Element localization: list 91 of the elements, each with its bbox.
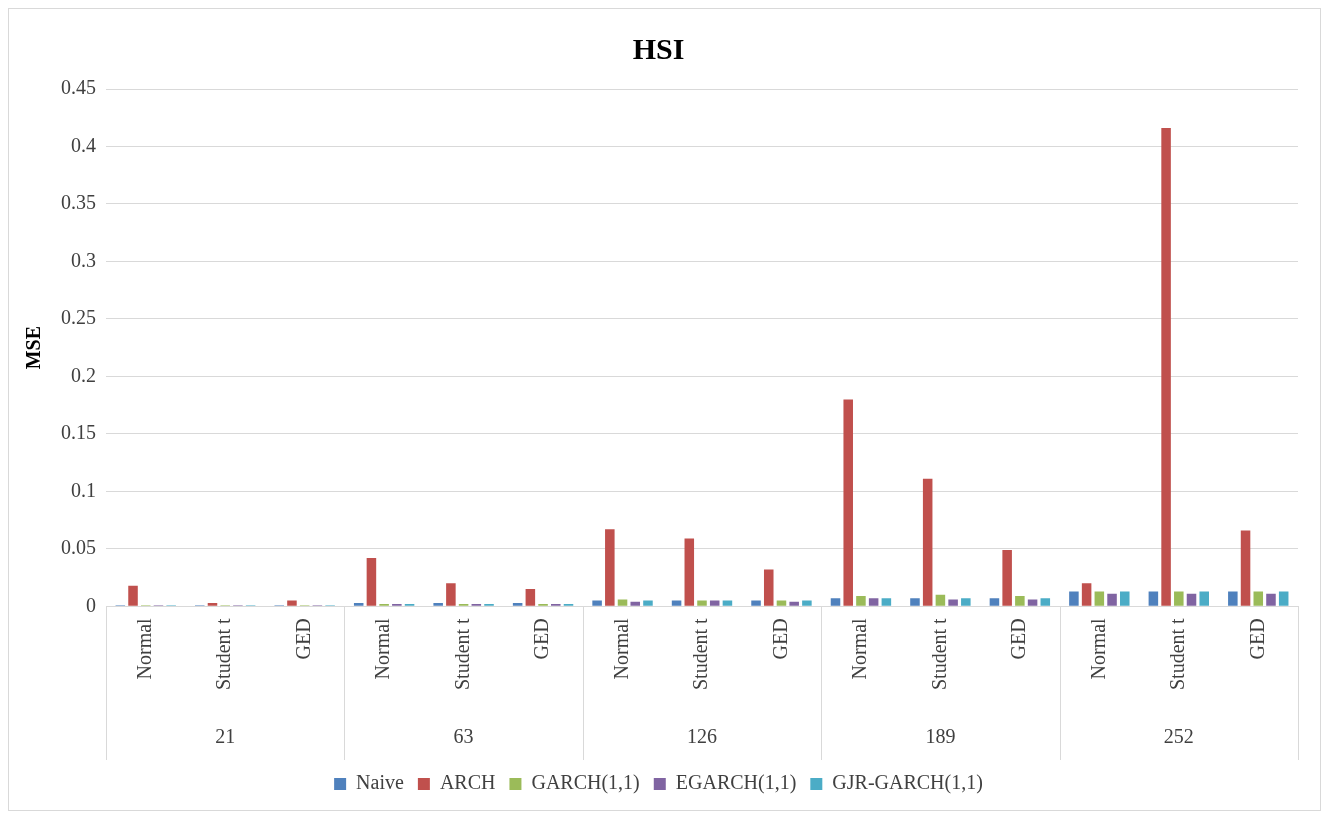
bar [922,478,933,606]
x-tick-label: GED [1245,618,1268,660]
legend-label: GJR-GARCH(1,1) [832,771,983,795]
y-tick-label: 0.15 [61,421,96,444]
bar [802,600,812,606]
bar [1027,599,1038,606]
text: 21 [215,725,236,748]
bar [1094,591,1105,606]
bar [776,600,787,606]
bar [1253,591,1264,606]
bar [1107,593,1117,606]
x-tick-label: Normal [132,617,155,680]
y-tick-label: 0 [86,593,96,616]
bar [1278,591,1289,606]
bar [989,598,1000,606]
x-tick-label: GED [530,618,553,660]
bar [1148,591,1159,606]
bar [366,558,377,606]
bar [1119,591,1130,606]
chart-title: HSI [632,31,685,65]
bar [684,538,695,606]
bar [843,399,853,606]
bar [446,583,456,606]
bar [1040,598,1051,606]
legend-label: Naive [356,771,404,794]
bar [948,599,958,606]
bar [1002,550,1012,606]
bar [207,602,218,606]
y-tick-label: 0.45 [61,76,96,99]
bar [856,595,866,606]
x-tick-label: Student t [212,617,235,690]
x-tick-label: Normal [1086,617,1109,680]
bar [868,598,879,606]
bar [433,602,443,606]
bar [630,601,641,606]
bar [763,569,774,606]
bar [617,599,628,606]
bar [671,600,682,606]
y-tick-label: 0.4 [71,133,96,156]
x-tick-label: Normal [609,617,632,680]
bar [1161,128,1171,606]
bar [722,600,733,606]
bar [1069,591,1079,606]
bar [353,602,364,606]
y-tick-label: 0.25 [61,306,96,329]
x-tick-label: GED [1007,618,1030,660]
bar [789,601,799,606]
x-tick-label: Student t [450,617,473,690]
bar [935,594,946,606]
legend-label: GARCH(1,1) [531,771,640,795]
bar [525,589,536,606]
bar [1015,595,1025,606]
y-tick-label: 0.35 [61,191,96,214]
bar [910,598,920,606]
text: 126 [687,725,717,748]
bar [128,585,138,606]
bar [512,602,523,606]
legend-label: ARCH [439,771,496,794]
bar [709,600,720,606]
x-tick-label: Student t [689,617,712,690]
bar [961,598,971,606]
y-tick-label: 0.2 [71,363,96,386]
bar [1186,593,1197,606]
x-tick-label: GED [291,618,314,660]
bar [881,598,892,606]
y-tick-label: 0.1 [71,478,96,501]
bar [1240,530,1251,606]
bar [1174,591,1184,606]
bar [751,600,761,606]
bar [643,600,653,606]
bar [697,600,707,606]
text: 63 [453,725,474,748]
bar [1081,583,1092,606]
text: 252 [1163,725,1194,748]
bar [287,600,297,606]
x-tick-label: Student t [927,617,950,690]
bar [830,598,841,606]
text: 189 [925,725,956,748]
x-tick-label: GED [768,618,791,660]
y-tick-label: 0.05 [61,536,96,559]
bar [1199,591,1209,606]
bar [1266,593,1276,606]
legend-label: EGARCH(1,1) [675,771,797,795]
bar [592,600,602,606]
y-axis-title: MSE [22,325,45,370]
x-tick-label: Normal [848,617,871,680]
x-tick-label: Normal [371,617,394,680]
y-tick-label: 0.3 [71,248,96,271]
x-tick-label: Student t [1166,617,1189,690]
bar [605,529,615,606]
bar [1228,591,1238,606]
